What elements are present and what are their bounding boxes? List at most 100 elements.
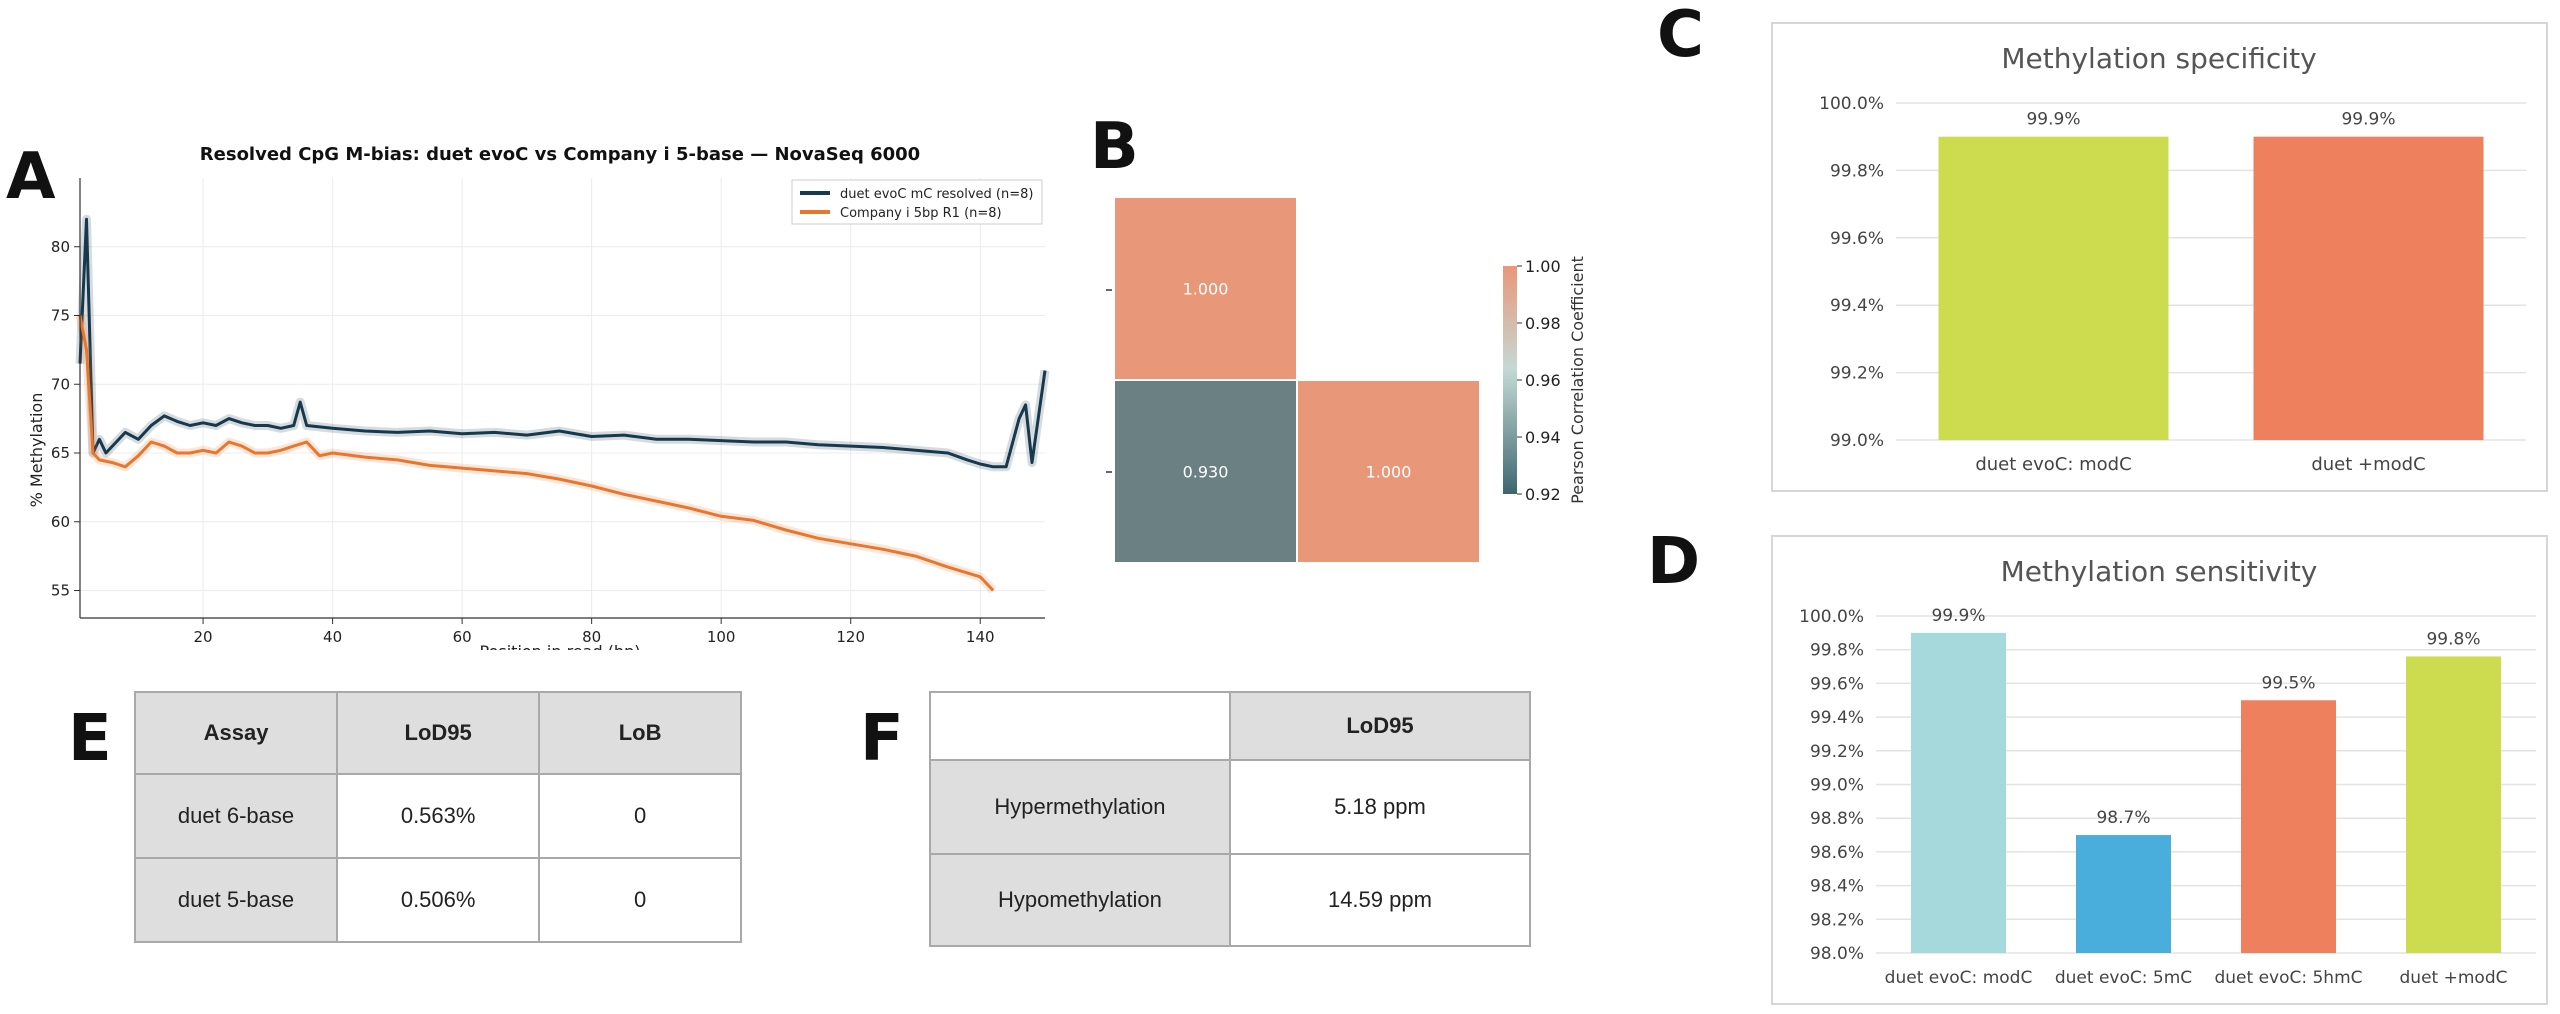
bar-value-label: 99.5%	[2261, 673, 2315, 693]
bar	[2406, 656, 2501, 953]
panel-label-d: D	[1647, 525, 1701, 599]
colorbar-tick-label: 1.00	[1525, 257, 1561, 276]
table-cell: duet 5-base	[133, 857, 339, 943]
ytick-label: 99.6%	[1810, 674, 1864, 694]
specificity-bar-chart: Methylation specificity 100.0% 99.8% 99.6%…	[1819, 42, 2526, 475]
chart-d-bars: 99.9% duet evoC: modC 98.7% duet evoC: 5mC 9…	[1885, 606, 2508, 988]
sensitivity-bar-chart: Methylation sensitivity 100.0% 99.8% 99.6%…	[1799, 555, 2536, 988]
ytick-label: 99.0%	[1830, 431, 1884, 451]
table-row: duet 5-base 0.506% 0	[133, 857, 742, 943]
chart-a-ytick-label: 70	[51, 375, 70, 393]
table-cell: 0.506%	[336, 857, 541, 943]
bar	[1938, 136, 2169, 440]
bar-value-label: 99.9%	[2341, 110, 2395, 130]
bar	[2076, 835, 2171, 953]
bar	[1911, 632, 2006, 953]
mbias-line-chart: Resolved CpG M-bias: duet evoC vs Compan…	[27, 144, 1050, 650]
bar	[2253, 136, 2484, 440]
chart-a-grid	[80, 178, 1045, 618]
colorbar-tick-label: 0.92	[1525, 485, 1561, 504]
table-e-header-row: Assay LoD95 LoB	[133, 691, 742, 775]
table-cell: 0	[538, 773, 742, 859]
panel-label-b: B	[1090, 110, 1139, 184]
legend-label-company: Company i 5bp R1 (n=8)	[840, 206, 1002, 221]
colorbar-tick-label: 0.94	[1525, 428, 1561, 447]
ytick-label: 98.2%	[1810, 910, 1864, 930]
table-e-header: LoD95	[336, 691, 541, 775]
legend-label-duet: duet evoC mC resolved (n=8)	[840, 187, 1033, 202]
panel-label-e: E	[68, 702, 112, 776]
colorbar-label: Pearson Correlation Coefficient	[1568, 256, 1587, 504]
correlation-heatmap: 1.000 0.930 1.000 1.00 0.98 0.96 0.94 0.92 Pea…	[1106, 196, 1587, 564]
table-cell: Hypomethylation	[929, 853, 1231, 947]
chart-a-xtick-label: 80	[582, 628, 601, 646]
panel-label-c: C	[1657, 0, 1704, 72]
ytick-label: 99.8%	[1830, 161, 1884, 181]
heatmap-cell-label: 0.930	[1183, 463, 1229, 482]
table-f-header-row: LoD95	[929, 691, 1532, 761]
colorbar-tick-label: 0.98	[1525, 314, 1561, 333]
table-e-header: Assay	[133, 691, 339, 775]
heatmap-cells: 1.000 0.930 1.000	[1113, 196, 1481, 564]
table-cell: duet 6-base	[133, 773, 339, 859]
table-cell: 0.563%	[336, 773, 541, 859]
chart-c-title: Methylation specificity	[2001, 42, 2316, 75]
series-line	[78, 315, 995, 592]
category-label: duet +modC	[2400, 968, 2508, 988]
chart-a-series	[75, 214, 1050, 594]
chart-a-ytick-label: 60	[51, 513, 70, 531]
chart-a-ytick-label: 65	[51, 444, 70, 462]
panel-label-f: F	[860, 702, 904, 776]
category-label: duet evoC: 5mC	[2055, 968, 2192, 988]
ytick-label: 99.2%	[1810, 742, 1864, 762]
ytick-label: 99.0%	[1810, 776, 1864, 796]
ytick-label: 100.0%	[1819, 94, 1884, 114]
bar-value-label: 99.9%	[2026, 110, 2080, 130]
table-row: Hypomethylation 14.59 ppm	[929, 853, 1532, 947]
bar-value-label: 99.9%	[1931, 606, 1985, 626]
table-row: duet 6-base 0.563% 0	[133, 773, 742, 859]
table-e-header: LoB	[538, 691, 742, 775]
specificity-card: Methylation specificity 100.0% 99.8% 99.6%…	[1771, 22, 2548, 492]
category-label: duet evoC: modC	[1885, 968, 2033, 988]
lod-table-f: LoD95 Hypermethylation 5.18 ppm Hypometh…	[929, 691, 1532, 947]
ytick-label: 98.8%	[1810, 809, 1864, 829]
table-cell: 0	[538, 857, 742, 943]
chart-a-xtick-label: 20	[194, 628, 213, 646]
bar	[2241, 700, 2336, 953]
category-label: duet +modC	[2311, 454, 2425, 475]
table-cell: Hypermethylation	[929, 759, 1231, 855]
category-label: duet evoC: 5hmC	[2214, 968, 2362, 988]
table-cell: 5.18 ppm	[1228, 759, 1532, 855]
chart-a-axes: 20 40 60 80 100 120 140 55 60 65 70 75 80	[51, 178, 1045, 646]
table-f-header	[929, 691, 1231, 761]
ytick-label: 99.8%	[1810, 641, 1864, 661]
heatmap-cell-label: 1.000	[1183, 280, 1229, 299]
ytick-label: 99.2%	[1830, 364, 1884, 384]
chart-a-xtick-label: 140	[966, 628, 995, 646]
table-f-header: LoD95	[1228, 691, 1532, 761]
chart-a-xtick-label: 120	[836, 628, 865, 646]
chart-a-ytick-label: 75	[51, 307, 70, 325]
chart-a-ylabel: % Methylation	[27, 393, 46, 508]
category-label: duet evoC: modC	[1975, 454, 2131, 475]
sensitivity-card: Methylation sensitivity 100.0% 99.8% 99.6%…	[1771, 535, 2548, 1005]
chart-a-xtick-label: 60	[453, 628, 472, 646]
legend-box	[791, 179, 1043, 225]
ytick-label: 98.6%	[1810, 843, 1864, 863]
colorbar-tick-label: 0.96	[1525, 371, 1561, 390]
chart-a-title: Resolved CpG M-bias: duet evoC vs Compan…	[200, 144, 920, 165]
colorbar	[1503, 266, 1517, 494]
series-band	[75, 214, 1050, 472]
ytick-label: 99.6%	[1830, 229, 1884, 249]
heatmap-cell	[1296, 379, 1481, 564]
bar-value-label: 99.8%	[2426, 629, 2480, 649]
chart-a-xtick-label: 40	[323, 628, 342, 646]
ytick-label: 100.0%	[1799, 607, 1864, 627]
table-row: Hypermethylation 5.18 ppm	[929, 759, 1532, 855]
heatmap-cell	[1113, 196, 1298, 381]
ytick-label: 98.0%	[1810, 944, 1864, 964]
series-line	[78, 217, 1047, 469]
heatmap-cell	[1113, 379, 1298, 564]
panel-label-a: A	[6, 140, 56, 214]
